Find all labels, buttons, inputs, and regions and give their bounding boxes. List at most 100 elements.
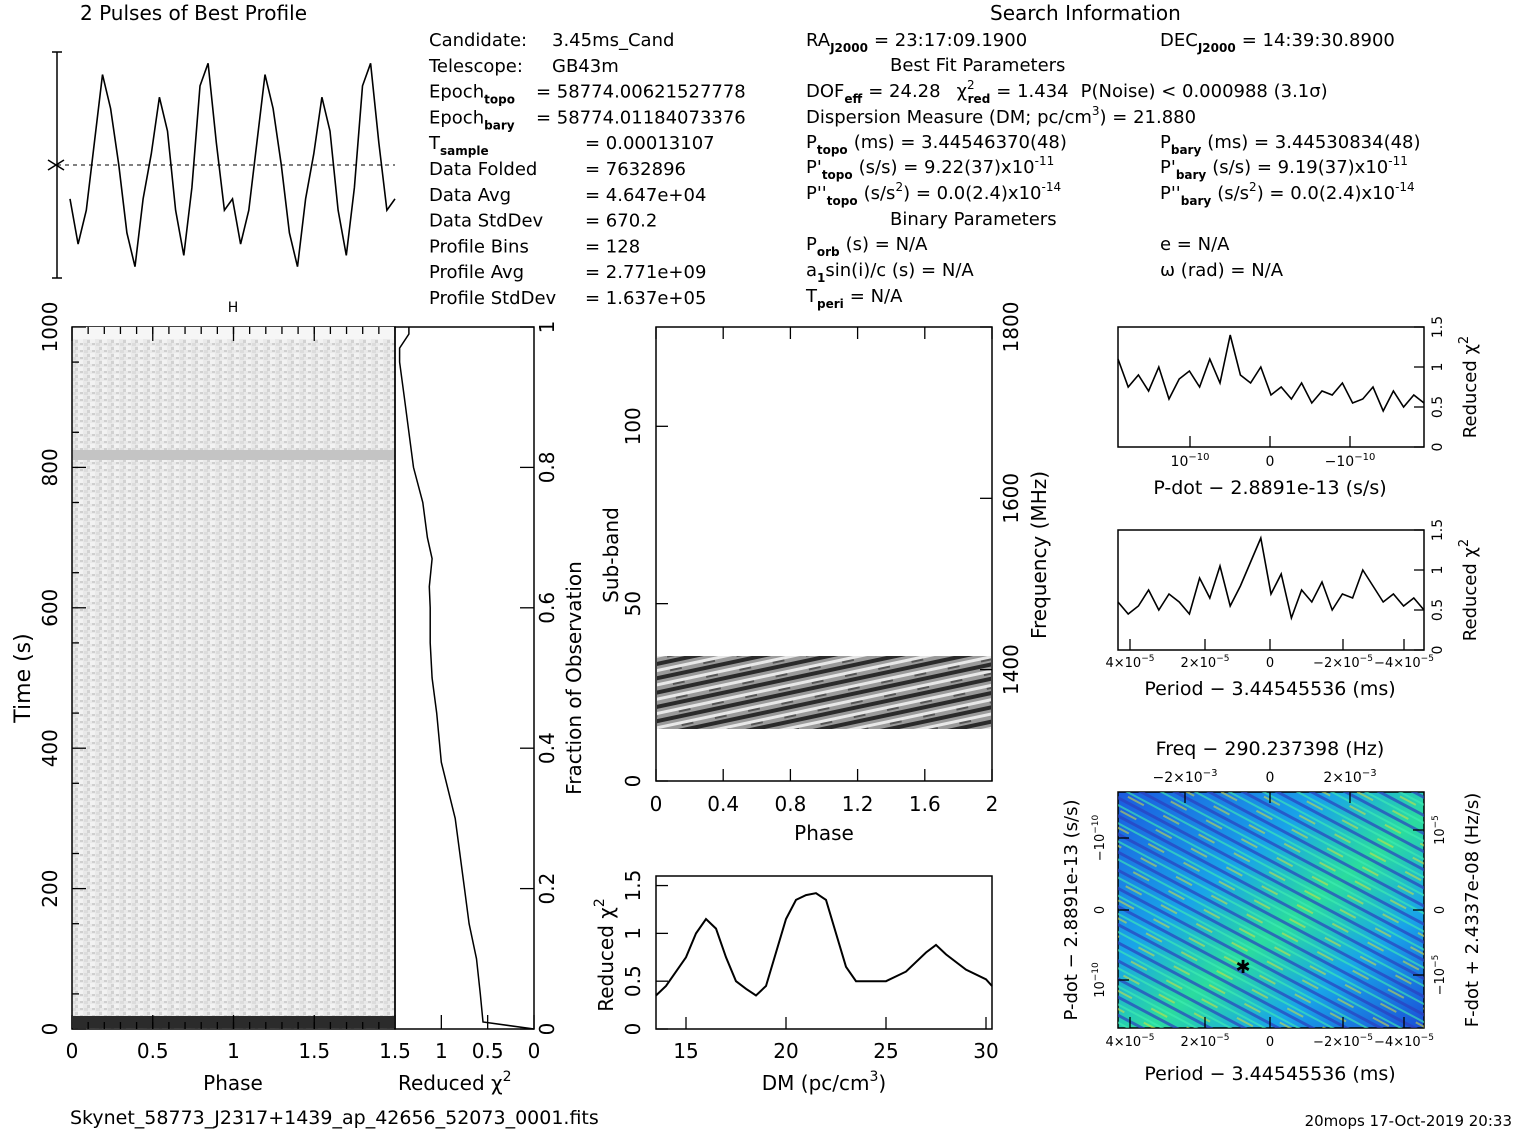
fraction-tick-label: 0 — [535, 1023, 559, 1036]
pddbary-tail: ) = 0.0(2.4)x10 — [1257, 183, 1395, 204]
info-row-value: = 0.00013107 — [585, 133, 715, 154]
fraction-tick-label: 1 — [535, 321, 559, 334]
frequency-tick-label: 1400 — [999, 644, 1023, 695]
frequency-axis-label: Frequency (MHz) — [1027, 471, 1051, 639]
period-series-line — [1117, 535, 1425, 621]
period-tick-label: 4×10−5 — [1106, 654, 1155, 671]
ppdot-x-tick-label: −2×10−5 — [1313, 1033, 1373, 1050]
profile-axis — [47, 51, 65, 279]
ppdot-axis-ticks: −2×10−3 0 2×10−3 4×10−5 2×10−5 0 −2×10−5 −4×10−… — [1091, 768, 1448, 1050]
ppdot-x-tick-label: 2×10−5 — [1181, 1033, 1230, 1050]
binary-title: Binary Parameters — [890, 209, 1057, 230]
svg-text:Dispersion Measure (DM; pc/cm3: Dispersion Measure (DM; pc/cm3) = 21.880 — [806, 104, 1196, 128]
profile-series-line — [69, 63, 396, 267]
porb-subscript: orb — [817, 245, 840, 259]
pdot-y-tick-label: 0 — [1430, 443, 1446, 452]
pddtopo-subscript: topo — [827, 194, 858, 208]
dm-frame — [655, 875, 993, 1030]
pddbary-subscript: bary — [1181, 194, 1212, 208]
period-tick-label: −4×10−5 — [1374, 654, 1434, 671]
ra-value: = 23:17:09.1900 — [874, 30, 1027, 51]
ppdot-left-tick-label: −10−10 — [1091, 815, 1108, 862]
pnoise-value: P(Noise) < 0.000988 (3.1σ) — [1081, 81, 1328, 102]
pdot-y-axis-label: Reduced χ2 — [1457, 336, 1481, 438]
time-phase-panel — [71, 326, 396, 1030]
ppdot-right-label: F-dot + 2.4337e-08 (Hz/s) — [1462, 793, 1483, 1028]
chi-axis-label: Reduced χ2 — [398, 1069, 512, 1095]
period-tick-label: −2×10−5 — [1313, 654, 1373, 671]
time-tick-label: 1000 — [38, 302, 62, 353]
subband-phase-tick-label: 0 — [650, 792, 663, 816]
pdot-y-tick-label: 1.5 — [1430, 316, 1446, 338]
info-row-label: Epochbary — [429, 107, 515, 132]
pdot-series-line — [1117, 334, 1425, 413]
info-row-label: Epochtopo — [429, 82, 515, 107]
info-row-label: Data Avg — [429, 185, 511, 206]
time-tick-label: 0 — [38, 1023, 62, 1036]
svg-text:P'topo(s/s) = 9.22(37)x10-11: P'topo (s/s) = 9.22(37)x10-11 — [806, 154, 1054, 182]
frequency-tick-label: 1800 — [999, 302, 1023, 353]
period-y-tick-label: 1.5 — [1430, 519, 1446, 541]
subband-phase-tick-label: 2 — [986, 792, 999, 816]
chi-subscript: red — [968, 92, 991, 106]
ppdot-top-tick-label: −2×10−3 — [1153, 768, 1218, 786]
dm-tick-label: 30 — [973, 1039, 998, 1063]
phase-axis-ticks: 0 0.5 1 1.5 — [66, 327, 380, 1063]
pdot-axis-label: P-dot − 2.8891e-13 (s/s) — [1153, 477, 1386, 499]
pbary-label: P — [1160, 132, 1171, 153]
pdot-tick-label: 0 — [1266, 454, 1275, 470]
ppdot-top-tick-label: 0 — [1266, 770, 1275, 786]
period-tick-label: 0 — [1266, 656, 1274, 671]
candidate-info: Candidate: 3.45ms_Cand Telescope: GB43m Epoc… — [428, 30, 746, 309]
phase-axis-label: Phase — [203, 1071, 263, 1095]
period-y-tick-label: 1 — [1430, 566, 1446, 575]
info-row-label: Data StdDev — [429, 211, 544, 232]
info-row-label: Candidate: — [429, 30, 527, 51]
fraction-tick-label: 0.8 — [535, 451, 559, 483]
dm-value: ) = 21.880 — [1100, 107, 1197, 128]
pdbary-subscript: bary — [1176, 168, 1207, 182]
a1sini-value: sin(i)/c (s) = N/A — [825, 260, 974, 281]
period-y-tick-label: 0.5 — [1430, 599, 1446, 621]
chi-fraction-series-line — [398, 327, 535, 1030]
best-fit-title: Best Fit Parameters — [890, 55, 1065, 76]
dm-series-line — [655, 892, 993, 997]
pdbary-exponent: -11 — [1388, 154, 1408, 168]
period-y-axis-label: Reduced χ2 — [1457, 539, 1481, 641]
time-tick-label: 800 — [38, 448, 62, 486]
top-phase-marker: H — [228, 300, 239, 316]
ppdot-left-label: P-dot − 2.8891e-13 (s/s) — [1061, 799, 1082, 1020]
phase-tick-label: 1.5 — [298, 1039, 330, 1063]
ppdot-right-tick-label: −10−5 — [1431, 955, 1448, 996]
dec-label: DEC — [1160, 30, 1198, 51]
dm-axis-ticks: 15 20 25 30 0 0.5 1 1.5 — [621, 870, 999, 1063]
time-phase-image — [71, 326, 396, 1030]
chi-tick-label: 0 — [528, 1039, 541, 1063]
info-row-label: Tsample — [428, 133, 489, 158]
time-axis-ticks: 0 200 400 600 800 1000 — [38, 302, 86, 1036]
info-row-value: = 2.771e+09 — [585, 262, 706, 283]
time-tick-label: 600 — [38, 589, 62, 627]
info-row-label: Profile Bins — [429, 236, 529, 257]
pdot-frame — [1117, 326, 1425, 448]
svg-text:Pbary(ms) = 3.44530834(48): Pbary (ms) = 3.44530834(48) — [1160, 132, 1421, 157]
ppdot-x-tick-label: −4×10−5 — [1374, 1033, 1434, 1050]
info-row-value: 3.45ms_Cand — [552, 30, 674, 51]
dm-label: Dispersion Measure (DM; pc/cm — [806, 107, 1092, 128]
time-tick-label: 400 — [38, 729, 62, 767]
period-y-tick-label: 0 — [1430, 646, 1446, 655]
dm-tick-label: 20 — [773, 1039, 798, 1063]
dm-y-axis-label: Reduced χ2 — [592, 898, 618, 1012]
info-row-value: = 7632896 — [585, 159, 686, 180]
svg-text:a1sin(i)/c (s) = N/A: a1sin(i)/c (s) = N/A — [806, 260, 974, 285]
porb-value: (s) = N/A — [846, 234, 928, 255]
period-axis-ticks: 0 0.5 1 1.5 4×10−5 2×10−5 0 −2×10−5 −4×10−5 — [1106, 519, 1447, 671]
fraction-axis-ticks: 0 0.2 0.4 0.6 0.8 1 — [520, 321, 559, 1036]
fraction-tick-label: 0.4 — [535, 732, 559, 764]
svg-text:P''bary(s/s2) = 0.0(2.4)x10-14: P''bary (s/s2) = 0.0(2.4)x10-14 — [1160, 180, 1415, 208]
subband-phase-tick-label: 1.6 — [909, 792, 941, 816]
subband-tick-label: 50 — [621, 591, 645, 616]
tperi-value: = N/A — [850, 286, 903, 307]
pdtopo-exponent: -11 — [1035, 154, 1055, 168]
pddtopo-tail: ) = 0.0(2.4)x10 — [903, 183, 1041, 204]
